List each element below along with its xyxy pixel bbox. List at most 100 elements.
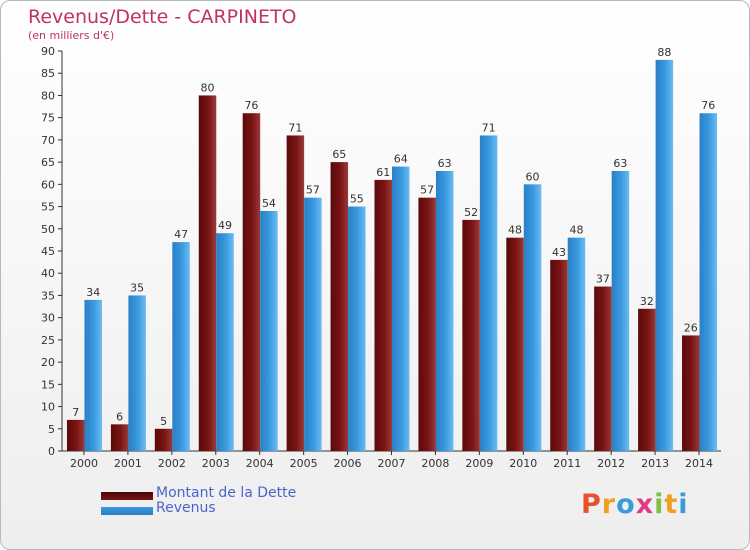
bar-revenus — [479, 135, 498, 451]
bar-dette — [638, 308, 656, 451]
data-label: 57 — [420, 184, 434, 197]
data-label: 48 — [508, 224, 522, 237]
data-label: 63 — [613, 157, 627, 170]
bar-revenus — [611, 171, 630, 451]
y-tick-label: 30 — [41, 312, 55, 325]
x-tick-label: 2000 — [70, 457, 98, 470]
data-label: 32 — [640, 295, 654, 308]
bar-revenus — [304, 197, 322, 451]
bar-revenus — [260, 211, 278, 451]
y-tick-label: 60 — [41, 178, 55, 191]
bar-revenus — [435, 171, 454, 451]
bar-dette — [242, 113, 261, 451]
y-tick-label: 90 — [41, 45, 55, 58]
bar-dette — [154, 428, 173, 451]
bar-dette — [330, 162, 349, 451]
data-label: 7 — [72, 406, 79, 419]
bar-revenus — [172, 242, 190, 451]
bar-dette — [682, 335, 700, 451]
logo-letter: r — [601, 489, 617, 520]
bar-dette — [374, 179, 392, 451]
x-tick-label: 2012 — [597, 457, 625, 470]
bar-dette — [594, 286, 612, 451]
data-label: 43 — [552, 246, 566, 259]
x-tick-label: 2001 — [114, 457, 142, 470]
logo-letter: t — [664, 489, 679, 520]
x-tick-label: 2013 — [641, 457, 669, 470]
data-label: 64 — [394, 153, 408, 166]
x-tick-label: 2002 — [158, 457, 186, 470]
x-tick-label: 2010 — [509, 457, 537, 470]
legend-label-dette: Montant de la Dette — [156, 485, 297, 501]
y-tick-label: 70 — [41, 134, 55, 147]
y-tick-label: 75 — [41, 112, 55, 125]
bar-dette — [66, 419, 85, 451]
y-tick-label: 85 — [41, 67, 55, 80]
x-tick-label: 2005 — [290, 457, 318, 470]
y-tick-label: 45 — [41, 245, 55, 258]
y-tick-label: 80 — [41, 89, 55, 102]
bar-revenus — [216, 233, 234, 451]
y-tick-label: 40 — [41, 267, 55, 280]
x-tick-label: 2014 — [685, 457, 713, 470]
bar-revenus — [655, 59, 674, 452]
legend-swatch-dette — [101, 492, 153, 500]
logo-letter: x — [635, 489, 655, 520]
data-label: 57 — [306, 184, 320, 197]
data-label: 48 — [569, 224, 583, 237]
data-label: 71 — [288, 121, 302, 134]
bar-revenus — [699, 113, 718, 451]
data-label: 47 — [174, 228, 188, 241]
proxiti-logo: Proxiti — [581, 489, 689, 520]
legend-label-revenus: Revenus — [156, 500, 216, 516]
bar-dette — [198, 95, 217, 451]
bar-dette — [550, 259, 568, 451]
chart-subtitle: (en milliers d'€) — [28, 29, 115, 42]
data-label: 35 — [130, 281, 144, 294]
data-label: 88 — [657, 46, 671, 59]
logo-letter: o — [616, 489, 636, 520]
x-tick-label: 2009 — [465, 457, 493, 470]
x-tick-label: 2004 — [246, 457, 274, 470]
bar-revenus — [84, 299, 102, 451]
data-label: 76 — [244, 99, 258, 112]
y-tick-label: 0 — [48, 445, 55, 458]
y-tick-label: 15 — [41, 378, 55, 391]
y-tick-label: 35 — [41, 289, 55, 302]
data-label: 55 — [350, 193, 364, 206]
data-label: 52 — [464, 206, 478, 219]
data-label: 5 — [160, 415, 167, 428]
bar-revenus — [128, 295, 146, 451]
data-label: 26 — [684, 321, 698, 334]
data-label: 37 — [596, 273, 610, 286]
data-label: 49 — [218, 219, 232, 232]
y-tick-label: 50 — [41, 223, 55, 236]
bar-revenus — [523, 184, 542, 452]
data-label: 63 — [438, 157, 452, 170]
data-label: 80 — [201, 81, 215, 94]
bar-dette — [110, 424, 129, 451]
bar-revenus — [348, 206, 366, 451]
bar-dette — [418, 197, 436, 451]
x-tick-label: 2011 — [553, 457, 581, 470]
bar-dette — [506, 237, 524, 451]
x-tick-label: 2006 — [334, 457, 362, 470]
data-label: 61 — [376, 166, 390, 179]
logo-letter: P — [581, 489, 602, 520]
bar-dette — [286, 135, 305, 451]
y-tick-label: 55 — [41, 201, 55, 214]
bar-revenus — [567, 237, 586, 451]
data-label: 54 — [262, 197, 276, 210]
data-label: 34 — [86, 286, 100, 299]
bar-revenus — [392, 166, 410, 452]
data-label: 71 — [482, 121, 496, 134]
x-tick-label: 2008 — [421, 457, 449, 470]
legend-swatch-revenus — [101, 507, 153, 515]
bar-dette — [462, 219, 480, 451]
data-label: 65 — [332, 148, 346, 161]
x-tick-label: 2003 — [202, 457, 230, 470]
y-tick-label: 25 — [41, 334, 55, 347]
chart-title: Revenus/Dette - CARPINETO — [28, 6, 297, 28]
